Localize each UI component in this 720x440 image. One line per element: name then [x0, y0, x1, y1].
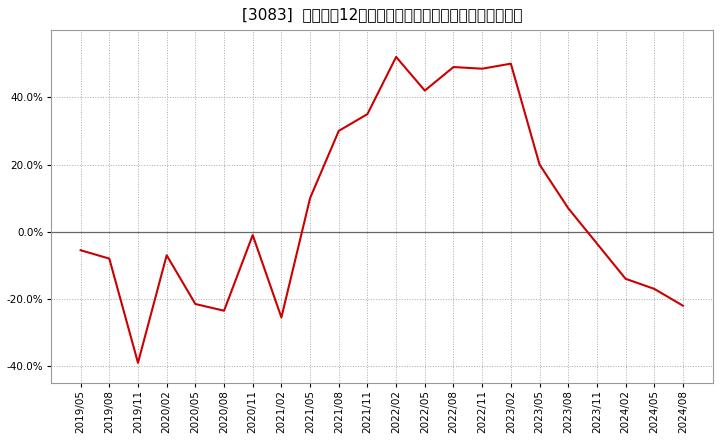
Title: [3083]  売上高の12か月移動合計の対前年同期増減率の推移: [3083] 売上高の12か月移動合計の対前年同期増減率の推移: [241, 7, 522, 22]
